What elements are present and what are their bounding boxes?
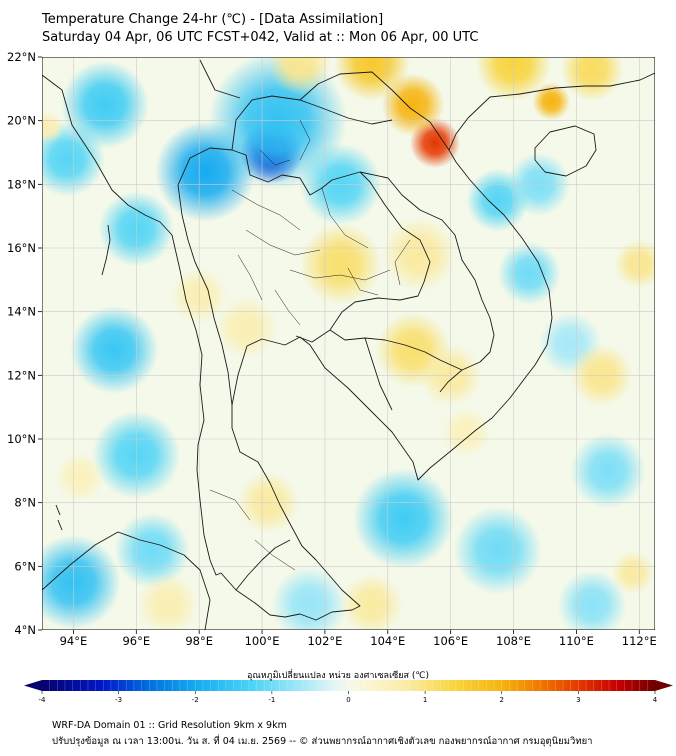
country-borders <box>42 59 655 630</box>
cambodia-border <box>329 329 463 411</box>
anomaly-blob <box>268 57 332 95</box>
anomaly-field <box>42 57 655 630</box>
lat-tick-label: 18°N <box>7 177 36 191</box>
anomaly-blob <box>497 242 561 305</box>
colorbar-label: อุณหภูมิเปลี่ยนแปลง หน่วย องศาเซลเซียส (… <box>246 671 430 681</box>
andaman-islands <box>55 224 111 531</box>
colorbar-max-arrow <box>655 680 673 691</box>
anomaly-blob <box>299 223 382 305</box>
anomaly-blob <box>114 512 190 589</box>
lat-tick-label: 22°N <box>7 50 36 64</box>
colorbar-min-arrow <box>24 680 42 691</box>
anomaly-blob <box>271 566 347 630</box>
anomaly-blob <box>532 82 571 121</box>
lat-tick-label: 16°N <box>7 241 36 255</box>
china-border <box>199 59 450 151</box>
anomaly-blob <box>340 573 404 630</box>
graticule <box>42 57 655 630</box>
hainan-island <box>534 125 597 177</box>
colorbar-tick-label: -4 <box>39 696 47 704</box>
anomaly-blob <box>42 111 65 143</box>
colorbar-tick-label: 1 <box>423 696 427 704</box>
anomaly-blob <box>441 407 492 458</box>
lon-tick-label: 96°E <box>122 634 150 648</box>
anomaly-blob <box>453 506 542 595</box>
colorbar-tick-label: -1 <box>268 696 275 704</box>
lon-tick-label: 106°E <box>433 634 468 648</box>
lon-tick-label: 100°E <box>245 634 280 648</box>
lat-tick-label: 8°N <box>14 496 36 510</box>
lon-tick-label: 110°E <box>559 634 594 648</box>
thailand-border <box>189 147 431 343</box>
anomaly-blob <box>570 433 646 509</box>
anomaly-blob <box>42 121 105 197</box>
lat-tick-label: 12°N <box>7 368 36 382</box>
anomaly-blob <box>557 569 627 630</box>
lon-tick-label: 94°E <box>60 634 88 648</box>
colorbar-ticks: -4 -3 -2 -1 0 1 2 3 4 <box>39 680 658 704</box>
lon-tick-label: 98°E <box>185 634 213 648</box>
anomaly-blob <box>614 238 655 290</box>
chart-title: Temperature Change 24-hr (℃) - [Data Ass… <box>42 12 384 27</box>
laos-vietnam-border <box>359 171 495 393</box>
colorbar-tick-label: 4 <box>653 696 658 704</box>
sumatra-coast <box>42 531 211 630</box>
anomaly-blob <box>42 535 121 630</box>
axis-labels: 22°N 20°N 18°N 16°N 14°N 12°N 10°N 8°N 6°N 4°N 94°… <box>7 50 657 648</box>
lon-tick-label: 102°E <box>307 634 342 648</box>
colorbar-tick-label: 2 <box>500 696 504 704</box>
anomaly-blob <box>610 550 655 595</box>
colorbar-tick-label: 3 <box>576 696 580 704</box>
anomaly-blob <box>381 216 457 293</box>
lat-tick-label: 4°N <box>14 623 36 637</box>
lat-tick-label: 20°N <box>7 114 36 128</box>
colorbar-tick-label: -2 <box>192 696 199 704</box>
lon-tick-label: 104°E <box>370 634 405 648</box>
footer-model-info: WRF-DA Domain 01 :: Grid Resolution 9km … <box>52 720 287 731</box>
malaysia-border <box>235 539 291 591</box>
lat-tick-label: 14°N <box>7 305 36 319</box>
lat-tick-label: 10°N <box>7 432 36 446</box>
anomaly-blob <box>136 573 200 630</box>
chart-subtitle: Saturday 04 Apr, 06 UTC FCST+042, Valid … <box>42 30 479 45</box>
lon-tick-label: 112°E <box>622 634 657 648</box>
anomaly-blob <box>353 468 454 569</box>
lon-tick-label: 108°E <box>496 634 531 648</box>
anomaly-blob <box>334 57 410 102</box>
colorbar-tick-label: 0 <box>346 696 350 704</box>
provinces <box>209 119 411 571</box>
anomaly-blob <box>560 57 624 102</box>
colorbar <box>42 680 655 691</box>
mainland-coastline <box>42 72 655 621</box>
anomaly-blob <box>54 452 105 503</box>
colorbar-tick-label: -3 <box>115 696 122 704</box>
footer-update-info: ปรับปรุงข้อมูล ณ เวลา 13:00น. วัน ส. ที่… <box>52 736 593 747</box>
anomaly-blob <box>70 305 159 394</box>
lat-tick-label: 6°N <box>14 559 36 573</box>
